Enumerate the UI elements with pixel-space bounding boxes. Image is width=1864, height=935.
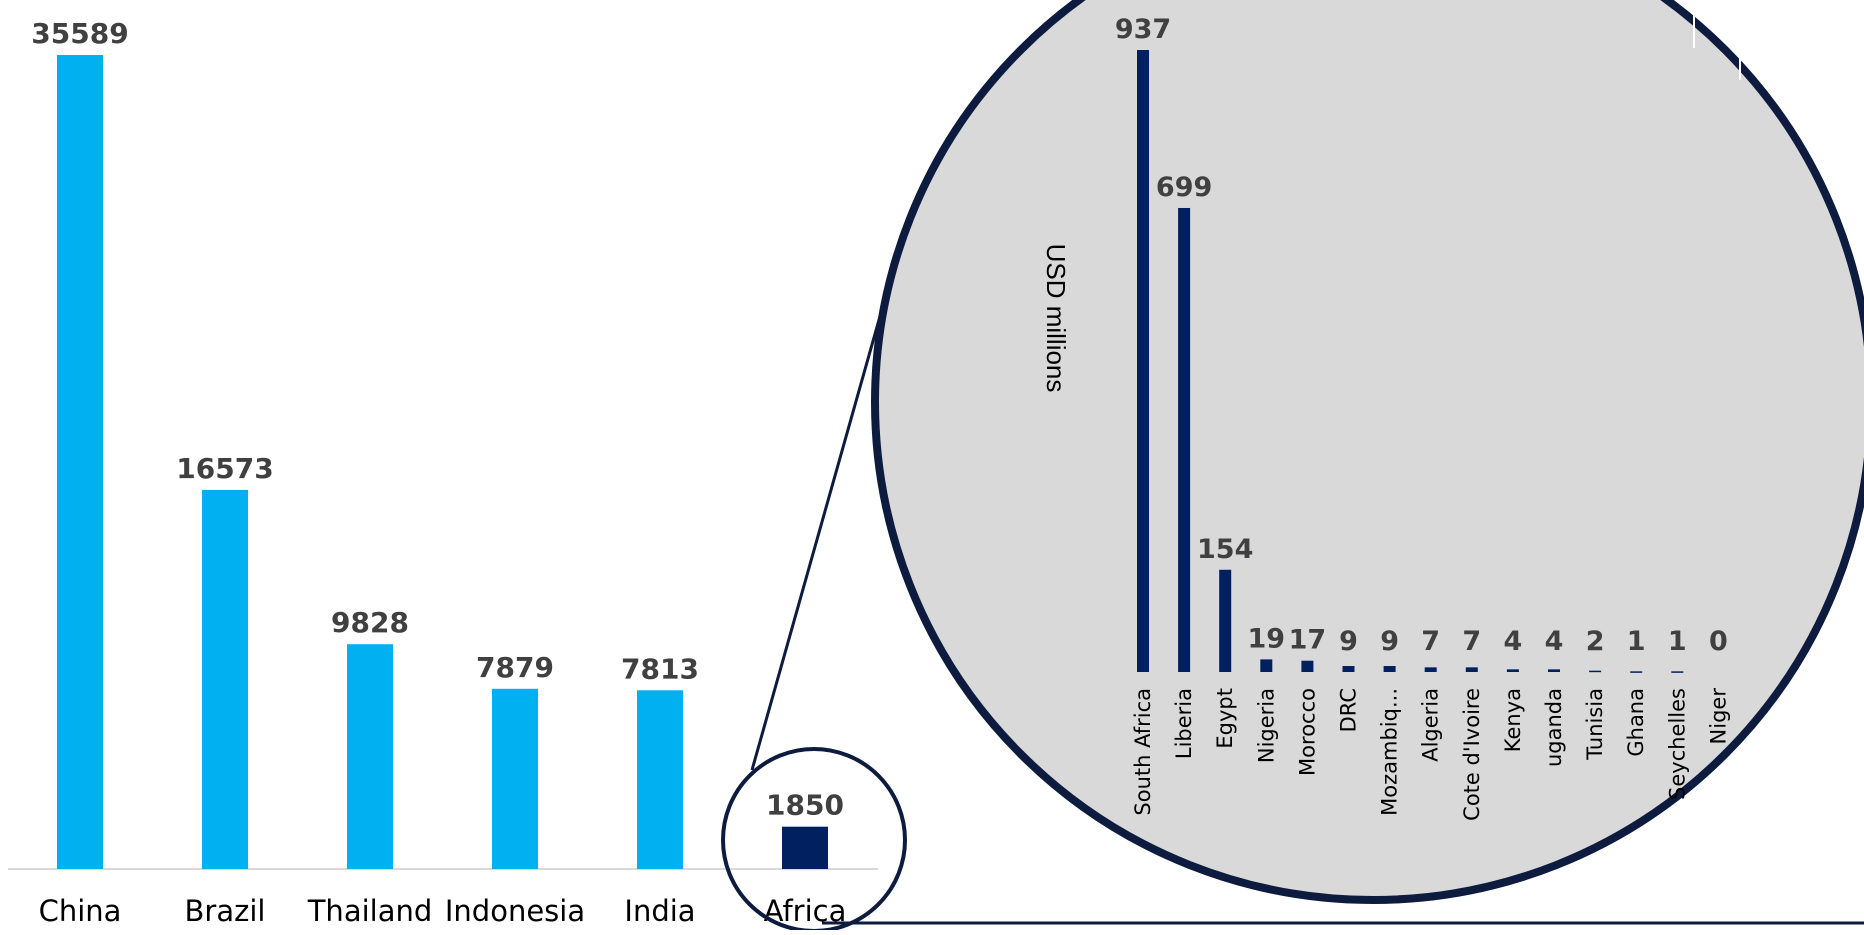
category-label-india: India: [624, 894, 695, 928]
zoom-data-label-mozambiq-: 9: [1380, 626, 1399, 657]
zoom-bar-morocco: [1301, 660, 1314, 672]
zoom-data-label-uganda: 4: [1545, 626, 1564, 657]
bar-thailand: [347, 644, 393, 869]
zoom-bar-mozambiq-: [1383, 666, 1396, 672]
zoom-data-label-niger: 0: [1709, 626, 1728, 657]
zoom-bar-egypt: [1219, 569, 1232, 672]
zoom-category-label-algeria: Algeria: [1419, 688, 1443, 762]
zoom-category-label-nigeria: Nigeria: [1254, 688, 1278, 763]
zoom-data-label-liberia: 699: [1156, 172, 1212, 203]
zoom-bar-algeria: [1424, 667, 1437, 672]
zoom-data-label-kenya: 4: [1504, 626, 1523, 657]
bar-brazil: [202, 489, 248, 869]
zoom-data-label-egypt: 154: [1197, 534, 1253, 565]
zoom-y-axis-label: USD millions: [1041, 244, 1071, 393]
bar-indonesia: [492, 688, 538, 869]
zoom-category-label-egypt: Egypt: [1213, 688, 1237, 749]
data-label-china: 35589: [31, 17, 128, 50]
zoom-category-label-niger: Niger: [1706, 688, 1730, 745]
bar-india: [637, 690, 683, 869]
zoom-data-label-cote-d-ivoire: 7: [1462, 626, 1481, 657]
zoom-data-label-nigeria: 19: [1248, 623, 1286, 654]
zoom-bar-nigeria: [1260, 659, 1273, 672]
category-label-brazil: Brazil: [185, 894, 266, 928]
bar-china: [57, 55, 103, 869]
zoom-circle: [871, 0, 1864, 904]
zoom-category-label-south-africa: South Africa: [1131, 688, 1155, 816]
zoom-data-label-morocco: 17: [1289, 625, 1327, 656]
category-label-thailand: Thailand: [307, 894, 433, 928]
zoom-bar-kenya: [1506, 669, 1519, 672]
data-label-india: 7813: [621, 652, 699, 685]
zoom-data-label-algeria: 7: [1421, 626, 1440, 657]
zoom-category-label-tunisia: Tunisia: [1583, 688, 1607, 761]
data-label-africa: 1850: [766, 789, 844, 822]
data-label-brazil: 16573: [176, 452, 273, 485]
category-label-china: China: [39, 894, 122, 928]
zoom-category-label-kenya: Kenya: [1501, 688, 1525, 752]
zoom-data-label-ghana: 1: [1627, 626, 1646, 657]
zoom-bar-liberia: [1178, 207, 1191, 673]
zoom-bar-uganda: [1548, 669, 1560, 672]
data-label-thailand: 9828: [331, 606, 409, 639]
zoom-category-label-morocco: Morocco: [1295, 688, 1319, 776]
zoom-bar-tunisia: [1589, 670, 1602, 673]
category-label-indonesia: Indonesia: [445, 894, 585, 928]
zoom-category-label-seychelles: Seychelles: [1665, 688, 1689, 800]
zoom-bar-ghana: [1630, 671, 1643, 673]
zoom-bar-south-africa: [1137, 50, 1149, 672]
zoom-bar-drc: [1342, 666, 1355, 672]
zoom-bar-seychelles: [1671, 671, 1684, 673]
zoom-bar-cote-d-ivoire: [1465, 667, 1478, 672]
zoom-category-label-cote-d-ivoire: Cote d'Ivoire: [1460, 688, 1484, 821]
zoom-data-label-drc: 9: [1339, 626, 1358, 657]
zoom-data-label-south-africa: 937: [1115, 14, 1171, 45]
zoom-category-label-uganda: uganda: [1542, 688, 1566, 767]
zoom-category-label-mozambiq-: Mozambiq...: [1378, 688, 1402, 816]
zoom-data-label-tunisia: 2: [1586, 626, 1605, 657]
callout-line: [750, 294, 888, 771]
zoom-category-label-liberia: Liberia: [1172, 688, 1196, 759]
zoom-category-label-drc: DRC: [1337, 688, 1361, 732]
main-chart: 35589 China 16573 Brazil 9828 Thailand 7879 Ind…: [31, 17, 846, 928]
bar-africa: [782, 826, 828, 869]
data-label-indonesia: 7879: [476, 651, 554, 684]
zoom-category-label-ghana: Ghana: [1624, 688, 1648, 757]
zoom-data-label-seychelles: 1: [1668, 626, 1687, 657]
